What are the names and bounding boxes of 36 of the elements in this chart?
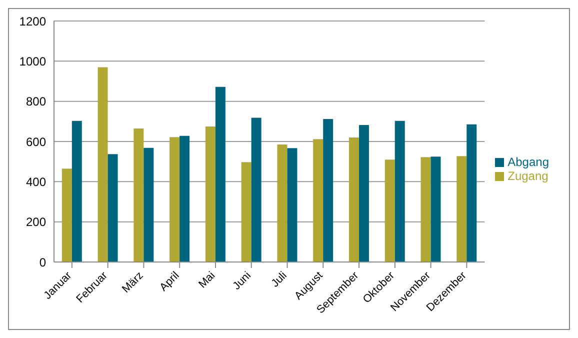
y-tick-label: 800 [26,94,46,109]
bar [251,118,262,262]
bar [134,128,144,262]
bar [287,148,298,262]
y-tick-label: 1200 [19,14,46,28]
bar [215,86,226,262]
bar [98,67,108,262]
bar [277,144,288,262]
bar [456,156,467,262]
bar [108,154,118,262]
bar [466,124,477,262]
x-tick-label: Mai [196,270,218,291]
bar [180,136,190,262]
bar [170,137,180,262]
y-tick-label: 1000 [19,54,46,68]
legend-label: Abgang [508,155,549,169]
bar [313,139,324,262]
bar [205,126,216,262]
bar [62,168,72,262]
bar [420,157,431,262]
bar [384,160,395,262]
y-tick-label: 200 [26,215,46,230]
y-tick-label: 0 [39,255,46,270]
x-tick-label: Juli [269,270,290,290]
bar [430,156,441,262]
legend-label: Zugang [508,169,548,183]
y-tick-label: 400 [26,174,46,189]
bar [394,120,405,262]
bar [323,119,334,262]
bar [72,120,82,262]
x-tick-label: Juni [230,270,254,292]
bar [144,148,154,262]
bar [241,162,252,262]
bar [348,137,359,262]
bar [358,125,369,262]
y-tick-label: 600 [26,134,46,149]
